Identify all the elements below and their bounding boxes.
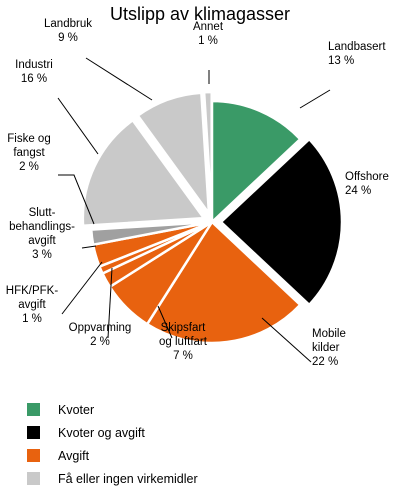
leader-line-industri bbox=[57, 97, 99, 155]
legend: Kvoter Kvoter og avgift Avgift Få eller ing… bbox=[27, 398, 198, 490]
legend-label: Avgift bbox=[58, 448, 90, 463]
legend-swatch bbox=[27, 449, 40, 462]
pie-slice-landbruk bbox=[136, 91, 211, 218]
leader-line-landbasert bbox=[299, 89, 331, 109]
legend-swatch bbox=[27, 472, 40, 485]
slice-label-landbasert: Landbasert 13 % bbox=[328, 41, 386, 67]
leader-line-fiske-og-fangst bbox=[58, 174, 95, 225]
pie-slice-offshore bbox=[219, 137, 344, 307]
slice-labels: Landbasert 13 % Offshore 24 % Mobile kilder 22… bbox=[6, 18, 389, 368]
leader-line-skipsfart-og-luftfart bbox=[157, 305, 173, 339]
legend-item-kvoter: Kvoter bbox=[27, 398, 198, 421]
pie-slices bbox=[81, 90, 344, 345]
slice-label-offshore: Offshore 24 % bbox=[345, 171, 389, 197]
slice-label-annet: Annet 1 % bbox=[193, 21, 224, 47]
pie-slice-industri bbox=[81, 118, 207, 228]
slice-label-skipsfart-og-luftfart: Skipsfart og luftfart 7 % bbox=[159, 322, 208, 362]
pie-slice-landbasert bbox=[210, 99, 302, 225]
legend-swatch bbox=[27, 426, 40, 439]
leader-line-oppvarming bbox=[107, 267, 113, 339]
legend-label: Få eller ingen virkemidler bbox=[58, 471, 198, 486]
slice-label-oppvarming: Oppvarming 2 % bbox=[69, 322, 132, 348]
legend-item-avgift: Avgift bbox=[27, 444, 198, 467]
slice-label-fiske-og-fangst: Fiske og fangst 2 % bbox=[7, 133, 50, 173]
legend-swatch bbox=[27, 403, 40, 416]
leader-line-landbruk bbox=[85, 57, 153, 101]
leader-line-sluttbehandlingsavgift bbox=[81, 245, 97, 249]
slice-label-landbruk: Landbruk 9 % bbox=[44, 18, 92, 44]
legend-label: Kvoter og avgift bbox=[58, 425, 145, 440]
chart-title: Utslipp av klimagasser bbox=[109, 4, 291, 24]
leader-line-mobile-kilder bbox=[261, 317, 312, 363]
pie-slice-mobile-kilder bbox=[145, 220, 302, 345]
slice-label-hfk-pfk-avgift: HFK/PFK-avgift 1 % bbox=[6, 285, 59, 325]
legend-label: Kvoter bbox=[58, 402, 95, 417]
slice-label-mobile-kilder: Mobile kilder 22 % bbox=[312, 328, 346, 368]
legend-item-f-eller-ingen-virkemidler: Få eller ingen virkemidler bbox=[27, 467, 198, 490]
pie-slice-annet bbox=[202, 90, 213, 214]
slice-label-industri: Industri 16 % bbox=[15, 59, 53, 85]
leader-line-hfk-pfk-avgift bbox=[61, 261, 103, 315]
slice-label-sluttbehandlingsavgift: Slutt-behandlings-avgift 3 % bbox=[9, 207, 75, 261]
leader-lines bbox=[57, 57, 331, 363]
legend-item-kvoter-og-avgift: Kvoter og avgift bbox=[27, 421, 198, 444]
pie-slice-fiske-og-fangst bbox=[89, 220, 213, 247]
